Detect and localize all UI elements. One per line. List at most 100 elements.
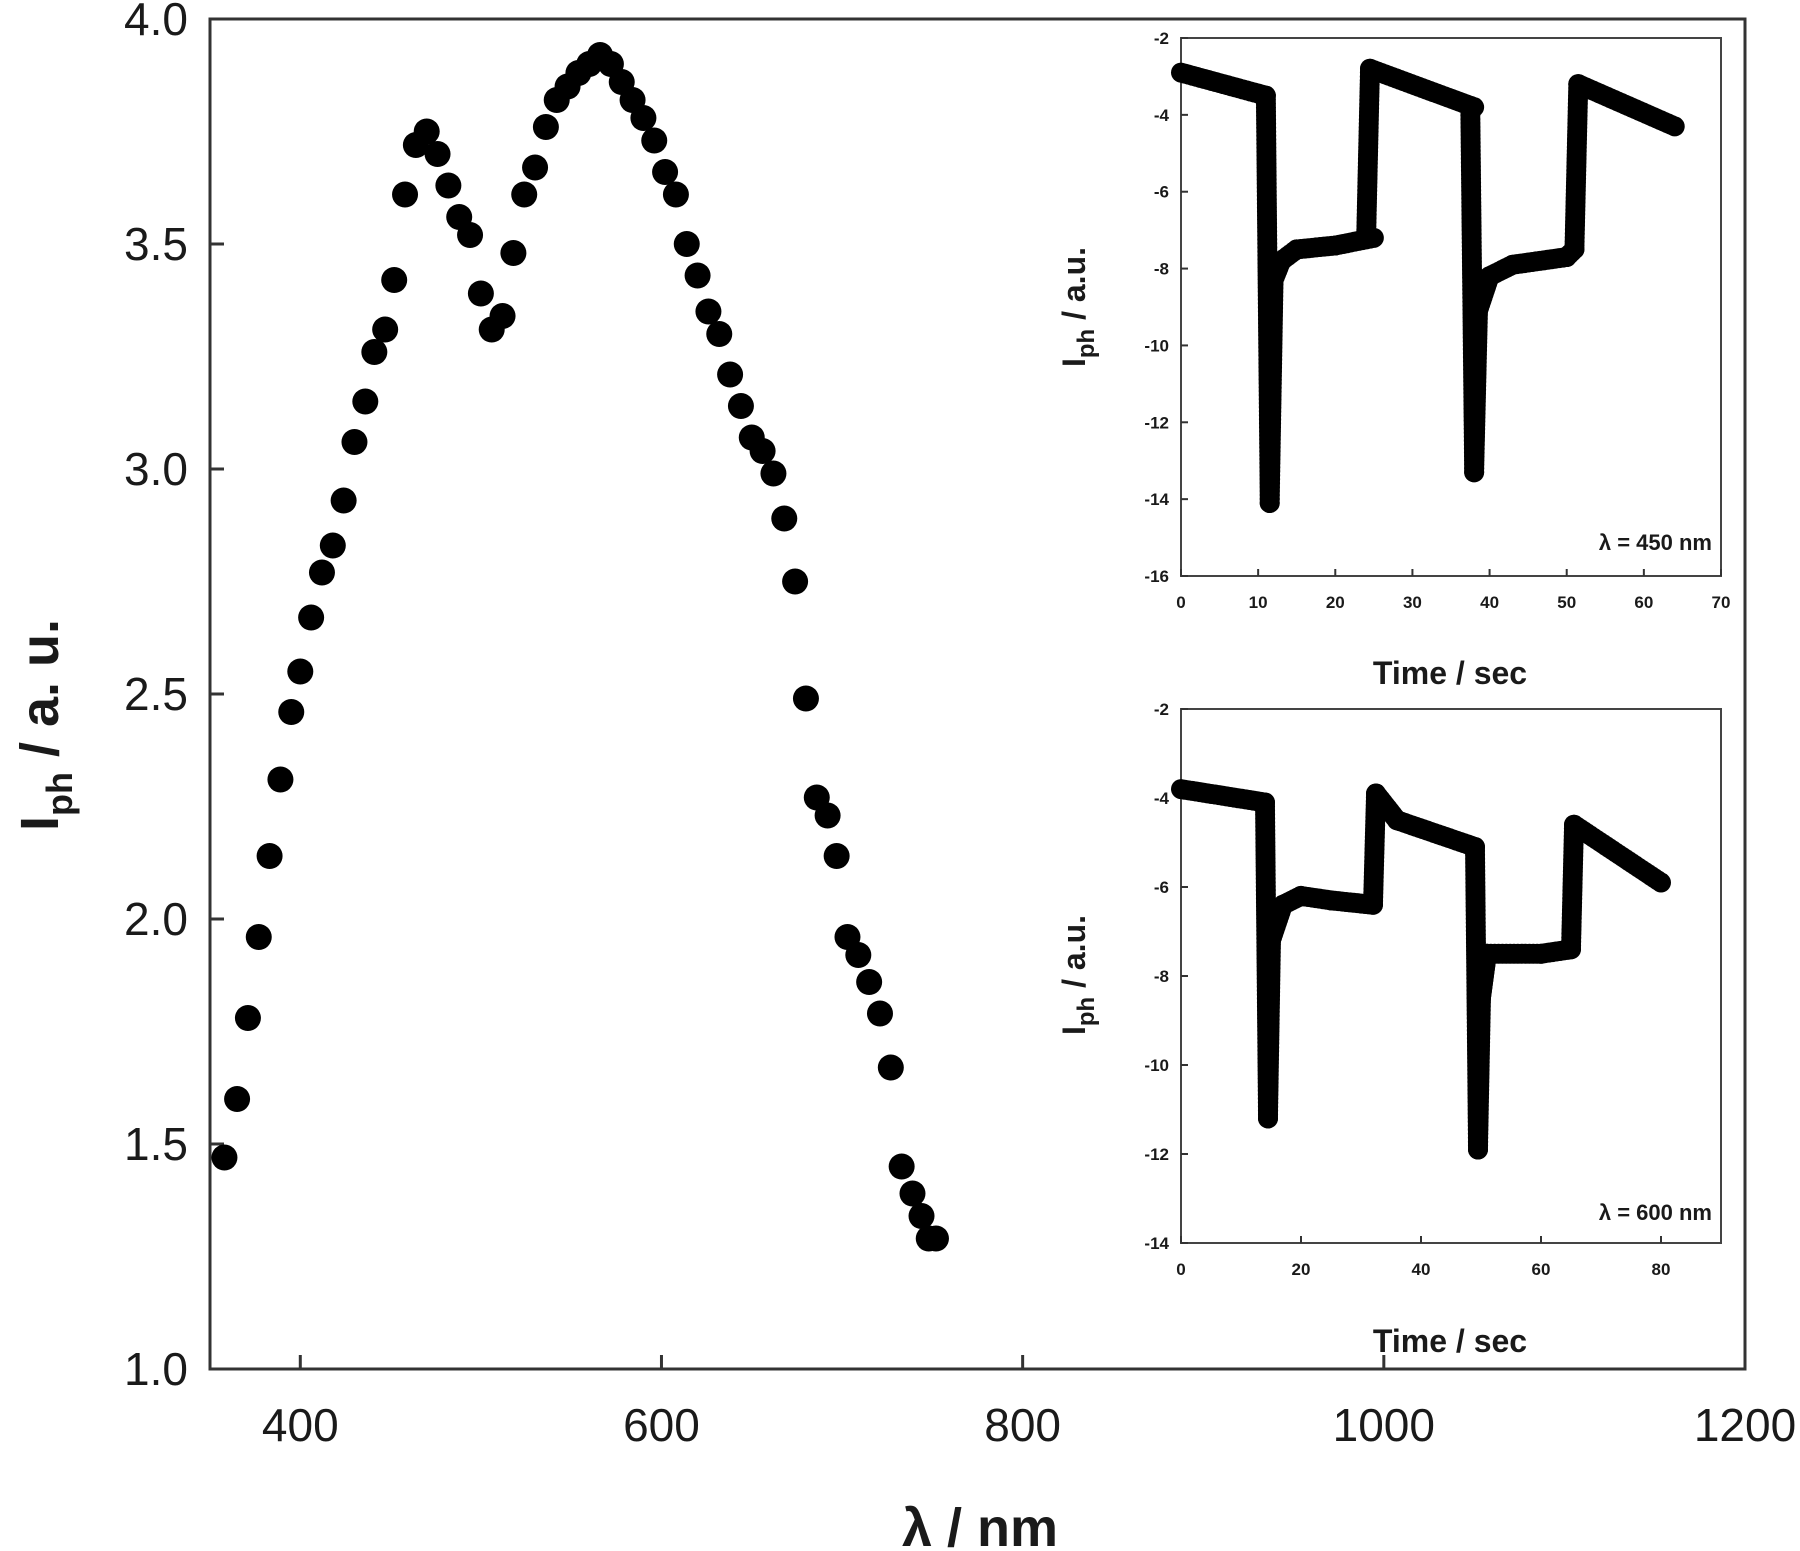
inset-600nm-data-point bbox=[1651, 872, 1671, 893]
inset-450nm-y-tick-label: -6 bbox=[1154, 183, 1169, 202]
main-data-point bbox=[630, 105, 657, 131]
main-data-point bbox=[717, 361, 744, 388]
main-data-point bbox=[298, 604, 325, 631]
inset-chart-600nm: 0 20 40 60 80 -14 -12 -10 -8 -6 -4 -2 λ = 600 nm Ti… bbox=[1056, 700, 1722, 1359]
inset-450nm-y-axis-label: Iph / a.u. bbox=[1056, 247, 1100, 367]
main-y-tick-label: 2.5 bbox=[124, 668, 188, 720]
main-data-point bbox=[532, 114, 559, 140]
inset-600nm-y-tick-label: -12 bbox=[1144, 1145, 1169, 1164]
inset-600nm-y-tick-label: -10 bbox=[1144, 1056, 1169, 1075]
main-x-tick-label: 1200 bbox=[1694, 1399, 1796, 1451]
inset-600nm-y-label-rest: / a.u. bbox=[1056, 915, 1092, 997]
main-data-point bbox=[361, 339, 388, 365]
main-data-point bbox=[908, 1203, 935, 1229]
main-data-point bbox=[457, 222, 484, 248]
main-x-tick-label: 400 bbox=[262, 1399, 339, 1451]
main-data-point bbox=[245, 924, 272, 950]
main-data-point bbox=[435, 172, 462, 199]
inset-600nm-y-tick-label: -8 bbox=[1154, 967, 1169, 986]
main-data-point bbox=[372, 316, 399, 343]
main-x-tick-label: 1000 bbox=[1333, 1399, 1435, 1451]
main-data-point bbox=[673, 231, 700, 257]
inset-450nm-x-tick-label: 60 bbox=[1634, 593, 1653, 612]
svg-text:Iph / a.u.: Iph / a.u. bbox=[1056, 247, 1100, 367]
inset-450nm-y-tick-label: -8 bbox=[1154, 260, 1169, 279]
main-data-point bbox=[662, 181, 689, 208]
main-data-point bbox=[684, 262, 711, 289]
inset-600nm-x-tick-label: 80 bbox=[1652, 1260, 1671, 1279]
inset-450nm-x-tick-label: 0 bbox=[1176, 593, 1185, 612]
main-data-point bbox=[771, 505, 798, 532]
main-data-point bbox=[856, 969, 883, 995]
inset-450nm-ticks: 0 10 20 30 40 50 60 70 -16 -14 -12 -10 -8 -6 -4 -2 bbox=[1144, 29, 1730, 612]
inset-600nm-y-tick-label: -6 bbox=[1154, 878, 1169, 897]
inset-450nm-data-point bbox=[1664, 116, 1685, 137]
main-data-point bbox=[287, 658, 314, 685]
main-data-point bbox=[489, 303, 516, 329]
main-data-point bbox=[727, 393, 754, 419]
svg-text:Iph / a.u.: Iph / a.u. bbox=[1056, 915, 1100, 1035]
main-data-point bbox=[413, 118, 440, 145]
inset-600nm-y-axis-label: Iph / a.u. bbox=[1056, 915, 1100, 1035]
main-y-tick-label: 1.0 bbox=[124, 1343, 188, 1395]
inset-600nm-data-points bbox=[1171, 779, 1671, 1160]
inset-600nm-y-label-sub: ph bbox=[1073, 997, 1100, 1026]
inset-600nm-x-tick-label: 40 bbox=[1412, 1260, 1431, 1279]
inset-450nm-data-points bbox=[1171, 58, 1685, 513]
inset-450nm-x-tick-label: 70 bbox=[1712, 593, 1731, 612]
inset-450nm-y-tick-label: -16 bbox=[1144, 567, 1169, 586]
main-y-tick-label: 3.5 bbox=[124, 218, 188, 270]
inset-600nm-annotation: λ = 600 nm bbox=[1599, 1200, 1712, 1225]
main-data-point bbox=[792, 685, 819, 712]
main-data-point bbox=[511, 181, 538, 208]
inset-600nm-y-tick-label: -14 bbox=[1144, 1234, 1169, 1253]
main-y-axis-label-main: I bbox=[10, 816, 70, 831]
inset-600nm-y-label-main: I bbox=[1056, 1026, 1092, 1035]
main-data-point bbox=[211, 1144, 238, 1171]
main-data-point bbox=[706, 321, 733, 347]
main-data-point bbox=[823, 843, 850, 869]
inset-chart-450nm: 0 10 20 30 40 50 60 70 -16 -14 -12 -10 -8 -6 -4 -2 λ = … bbox=[1056, 29, 1730, 691]
main-data-point bbox=[234, 1005, 261, 1031]
inset-600nm-y-tick-label: -4 bbox=[1154, 789, 1170, 808]
main-data-point bbox=[749, 438, 776, 464]
inset-450nm-y-tick-label: -14 bbox=[1144, 490, 1169, 509]
main-y-axis-label-sub: ph bbox=[39, 772, 80, 816]
inset-450nm-y-tick-label: -12 bbox=[1144, 413, 1169, 432]
inset-450nm-annotation: λ = 450 nm bbox=[1599, 530, 1712, 555]
main-data-points bbox=[211, 42, 949, 1252]
main-data-point bbox=[652, 159, 679, 185]
svg-text:Iph / a. u.: Iph / a. u. bbox=[10, 619, 80, 831]
inset-450nm-y-label-rest: / a.u. bbox=[1056, 247, 1092, 329]
main-data-point bbox=[641, 127, 668, 154]
inset-450nm-y-tick-label: -4 bbox=[1154, 106, 1170, 125]
main-y-axis-label: Iph / a. u. bbox=[10, 619, 80, 831]
main-data-point bbox=[392, 181, 419, 208]
inset-600nm-x-axis-label: Time / sec bbox=[1373, 1323, 1527, 1359]
inset-600nm-x-tick-label: 20 bbox=[1292, 1260, 1311, 1279]
inset-450nm-y-label-sub: ph bbox=[1073, 329, 1100, 358]
main-x-tick-label: 800 bbox=[984, 1399, 1061, 1451]
main-data-point bbox=[308, 559, 335, 586]
main-data-point bbox=[381, 267, 408, 293]
main-data-point bbox=[866, 1000, 893, 1027]
main-y-tick-label: 3.0 bbox=[124, 443, 188, 495]
main-y-tick-label: 4.0 bbox=[124, 0, 188, 45]
main-data-point bbox=[256, 843, 283, 869]
main-data-point bbox=[814, 802, 841, 829]
inset-450nm-x-tick-label: 50 bbox=[1557, 593, 1576, 612]
main-y-axis-label-rest: / a. u. bbox=[10, 619, 70, 772]
inset-600nm-ticks: 0 20 40 60 80 -14 -12 -10 -8 -6 -4 -2 bbox=[1144, 700, 1670, 1279]
inset-600nm-x-tick-label: 60 bbox=[1532, 1260, 1551, 1279]
inset-450nm-x-axis-label: Time / sec bbox=[1373, 655, 1527, 691]
main-data-point bbox=[877, 1054, 904, 1081]
main-data-point bbox=[267, 766, 294, 793]
inset-450nm-x-tick-label: 20 bbox=[1326, 593, 1345, 612]
main-data-point bbox=[424, 141, 451, 167]
inset-600nm-y-tick-label: -2 bbox=[1154, 700, 1169, 719]
main-data-point bbox=[278, 699, 305, 725]
main-data-point bbox=[341, 429, 368, 455]
